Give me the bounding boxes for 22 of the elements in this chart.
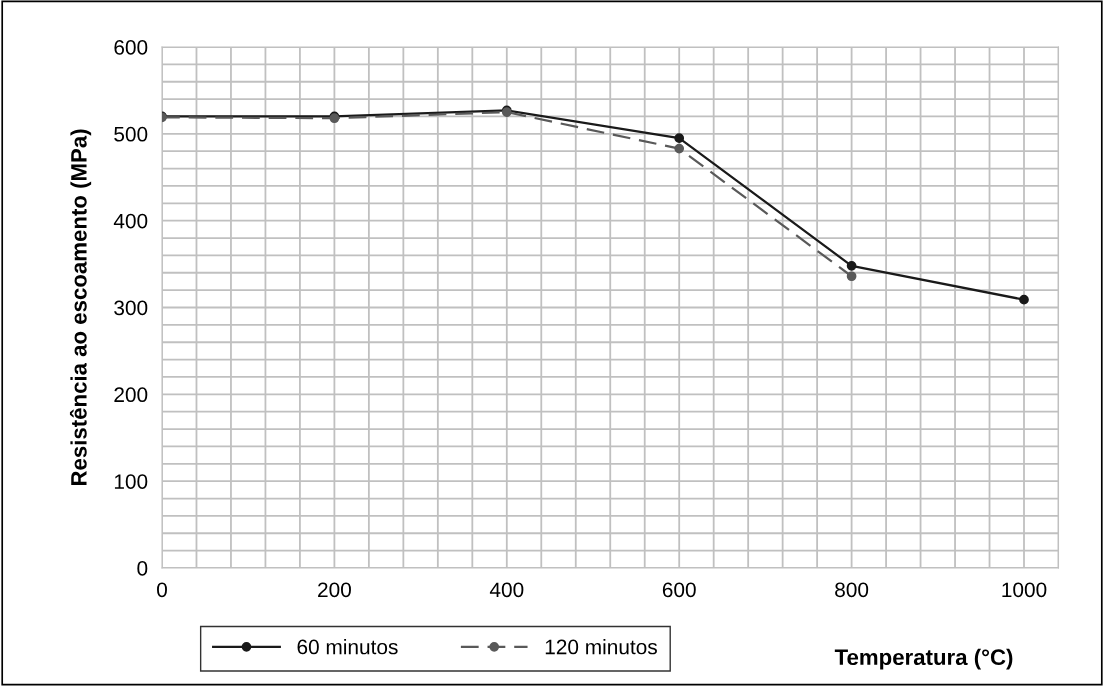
y-axis-title: Resistência ao escoamento (MPa) bbox=[69, 129, 92, 486]
y-tick-label: 300 bbox=[114, 300, 148, 316]
y-tick-label: 200 bbox=[114, 387, 148, 403]
y-tick-label: 400 bbox=[113, 213, 148, 229]
x-tick-label: 600 bbox=[662, 582, 696, 598]
x-tick-label: 800 bbox=[835, 582, 869, 598]
point bbox=[1019, 294, 1029, 305]
y-tick-label: 600 bbox=[114, 40, 148, 55]
legend-label: 120 minutos bbox=[545, 639, 657, 655]
point bbox=[846, 271, 857, 282]
x-tick-label: 400 bbox=[489, 582, 524, 598]
x-tick-label: 0 bbox=[157, 582, 167, 598]
x-tick-label: 1000 bbox=[1002, 582, 1047, 598]
point bbox=[674, 143, 685, 154]
y-tick-label: 0 bbox=[137, 561, 148, 576]
legend-label: 60 minutos bbox=[297, 639, 398, 655]
x-tick-label: 200 bbox=[318, 582, 351, 598]
y-tick-label: 500 bbox=[114, 126, 148, 142]
point bbox=[846, 260, 857, 271]
point bbox=[674, 133, 685, 144]
y-tick-label: 100 bbox=[114, 474, 148, 489]
x-axis-title: Temperatura (°C) bbox=[834, 648, 1013, 670]
